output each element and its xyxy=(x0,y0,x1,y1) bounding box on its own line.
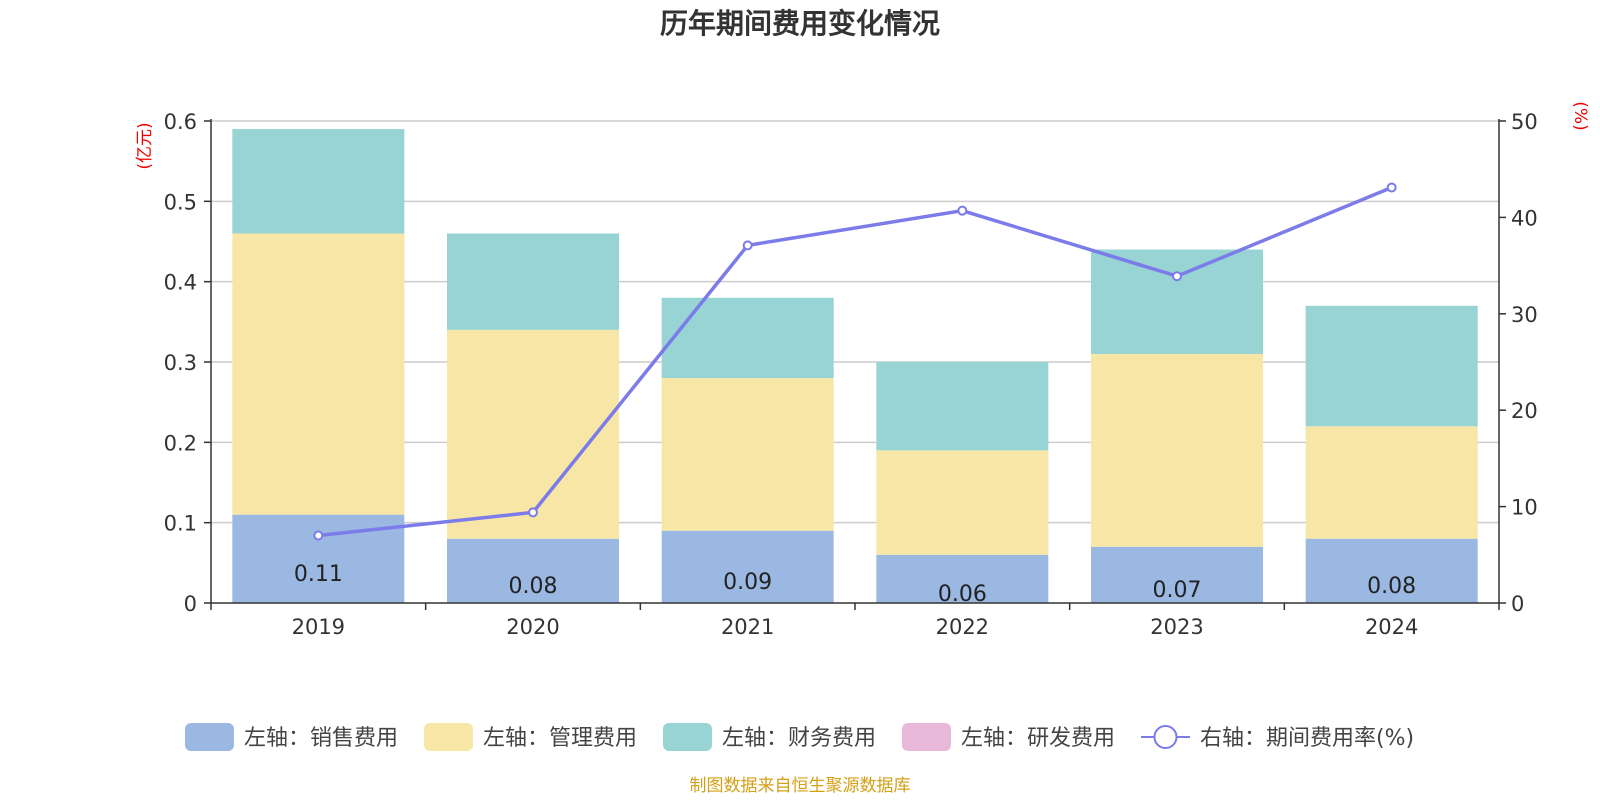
rate-line xyxy=(313,182,1397,541)
rate-point xyxy=(1386,182,1397,193)
bar-segment xyxy=(1091,249,1263,354)
chart-title: 历年期间费用变化情况 xyxy=(660,7,940,40)
bar-segment xyxy=(1305,305,1478,427)
left-tick-label: 0.1 xyxy=(164,512,197,536)
bar-segment xyxy=(1305,426,1478,539)
right-tick-label: 10 xyxy=(1511,496,1538,520)
left-tick-label: 0.4 xyxy=(164,271,197,295)
x-tick-label: 2020 xyxy=(506,615,559,639)
bar-segment xyxy=(876,554,1049,603)
x-tick-label: 2021 xyxy=(721,615,774,639)
axes: 0 0.1 0.2 0.3 0.4 0.5 0.6 0 10 20 30 40 50 2019 2020 20… xyxy=(164,110,1538,639)
x-tick-label: 2022 xyxy=(936,615,989,639)
left-tick-label: 0 xyxy=(184,592,197,616)
bars xyxy=(232,129,1478,603)
bar-value-label: 0.11 xyxy=(294,562,343,587)
rate-polyline xyxy=(318,185,1393,538)
left-tick-label: 0.2 xyxy=(164,431,197,455)
legend-label: 左轴：管理费用 xyxy=(483,726,637,751)
source-note: 制图数据来自恒生聚源数据库 xyxy=(690,776,911,796)
legend-label: 左轴：销售费用 xyxy=(244,726,398,751)
legend-label: 左轴：研发费用 xyxy=(961,726,1115,751)
x-tick-label: 2023 xyxy=(1150,615,1203,639)
left-tick-label: 0.6 xyxy=(164,110,197,134)
bar-segment xyxy=(1091,546,1263,603)
bar-value-label: 0.06 xyxy=(938,582,987,607)
legend-swatch xyxy=(663,723,712,751)
bar-segment xyxy=(876,450,1049,555)
bar-value-label: 0.08 xyxy=(1367,574,1416,599)
rate-point xyxy=(313,530,324,541)
right-tick-label: 50 xyxy=(1511,110,1538,134)
bar-segment xyxy=(232,129,405,234)
right-axis-unit: (%) xyxy=(1570,101,1590,130)
bar-segment xyxy=(447,233,619,330)
rate-point xyxy=(957,205,968,216)
legend: 左轴：销售费用 左轴：管理费用 左轴：财务费用 左轴：研发费用 右轴：期间费用率(%) xyxy=(185,723,1414,751)
legend-swatch xyxy=(902,723,951,751)
bar-segment xyxy=(1305,538,1478,603)
rate-point xyxy=(742,240,753,251)
bar-segment xyxy=(447,329,619,539)
bar-segment xyxy=(661,530,834,603)
rate-point xyxy=(528,507,538,518)
legend-swatch xyxy=(185,723,234,751)
left-axis-unit: (亿元) xyxy=(135,122,155,169)
bar-segment xyxy=(661,378,834,531)
bar-segment xyxy=(661,297,834,379)
left-tick-label: 0.5 xyxy=(164,190,197,214)
bar-value-label: 0.07 xyxy=(1153,578,1202,603)
bar-segment xyxy=(232,233,405,515)
legend-swatch xyxy=(424,723,473,751)
bar-value-label: 0.09 xyxy=(723,570,772,595)
legend-label: 左轴：财务费用 xyxy=(722,726,876,751)
grid xyxy=(211,120,1499,524)
legend-label: 右轴：期间费用率(%) xyxy=(1200,726,1414,751)
left-tick-label: 0.3 xyxy=(164,351,197,375)
right-tick-label: 30 xyxy=(1511,303,1538,327)
bar-segment xyxy=(447,538,619,603)
right-tick-label: 0 xyxy=(1511,592,1524,616)
right-tick-label: 20 xyxy=(1511,399,1538,423)
bar-labels: 0.11 0.08 0.09 0.06 0.07 0.08 xyxy=(294,562,1416,607)
bar-segment xyxy=(1091,353,1263,547)
right-tick-label: 40 xyxy=(1511,206,1538,230)
rate-point xyxy=(1172,271,1182,282)
x-tick-label: 2024 xyxy=(1365,615,1418,639)
bar-segment xyxy=(876,362,1049,451)
x-tick-label: 2019 xyxy=(292,615,345,639)
legend-marker-icon xyxy=(1153,725,1178,749)
bar-value-label: 0.08 xyxy=(509,574,558,599)
